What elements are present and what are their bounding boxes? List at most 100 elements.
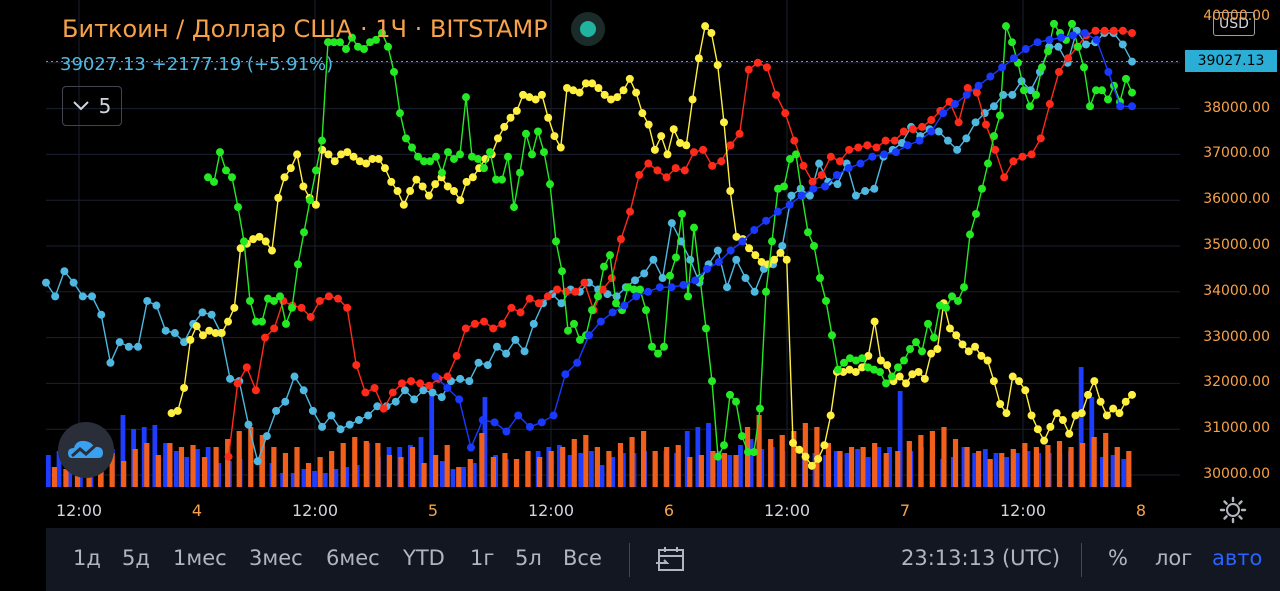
volume-bar [606,451,612,487]
data-point [233,379,242,388]
symbol-title[interactable]: Биткоин / Доллар США · 1Ч · BITSTAMP [62,15,548,43]
price-tick-label: 31000.00 [1203,420,1270,437]
data-point [244,420,253,429]
data-point [242,363,251,372]
auto-scale-toggle[interactable]: авто [1212,546,1263,570]
data-point [180,383,189,392]
range-button-6[interactable]: 1г [470,546,495,570]
data-point [690,223,698,232]
data-point [324,292,333,301]
data-point [557,299,566,308]
data-point [510,203,518,212]
data-point [958,340,967,349]
data-point [546,180,554,189]
range-button-5[interactable]: YTD [403,546,445,570]
volume-bar [1010,449,1016,487]
data-point [106,358,115,367]
data-point [1096,397,1105,406]
data-point [400,386,409,395]
data-point [960,283,968,292]
data-point [826,411,835,420]
range-button-7[interactable]: 5л [515,546,542,570]
data-point [1100,26,1109,35]
data-point [1118,26,1127,35]
data-point [927,349,936,358]
percent-scale-toggle[interactable]: % [1108,546,1128,570]
data-point [671,164,680,173]
data-point [713,61,722,70]
volume-bar [993,453,999,487]
volume-bar [727,455,733,487]
volume-bar [982,449,988,487]
data-point [543,292,552,301]
data-point [1090,377,1099,386]
indicators-toggle-button[interactable]: 5 [62,86,122,126]
data-point [280,173,289,182]
data-point [852,356,860,365]
data-point [198,308,207,317]
data-point [846,354,854,363]
data-point [1000,173,1009,182]
data-point [707,29,716,38]
data-point [962,90,971,99]
price-chart-canvas[interactable] [0,0,1280,528]
data-point [870,317,879,326]
data-point [781,109,790,118]
data-point [330,38,338,47]
data-point [186,335,195,344]
data-point [732,397,740,406]
data-point [1121,397,1130,406]
data-point [744,65,753,74]
data-point [456,196,465,205]
currency-badge[interactable]: USD [1213,12,1255,36]
range-button-3[interactable]: 3мес [249,546,303,570]
data-point [708,161,717,170]
range-button-1[interactable]: 5д [122,546,150,570]
range-button-4[interactable]: 6мес [326,546,380,570]
volume-bar [248,427,254,487]
volume-bar [280,473,286,487]
volume-bar [1110,455,1116,487]
data-point [354,416,363,425]
data-point [455,395,464,404]
range-button-8[interactable]: Все [563,546,602,570]
data-point [1109,26,1118,35]
data-point [1008,90,1017,99]
data-point [490,418,499,427]
tradingview-logo-icon[interactable] [58,422,114,478]
data-point [420,157,428,166]
data-point [732,255,741,264]
data-point [431,372,440,381]
data-point [861,187,870,196]
utc-clock[interactable]: 23:13:13 (UTC) [901,546,1061,570]
data-point [251,386,260,395]
data-point [354,42,362,51]
volume-bar [999,453,1005,487]
volume-bar [467,459,473,487]
range-button-0[interactable]: 1д [73,546,101,570]
data-point [282,319,290,328]
go-to-date-icon[interactable] [655,545,687,573]
data-point [903,141,912,150]
data-point [778,242,787,250]
volume-bar [195,449,200,487]
data-point [1128,57,1136,66]
data-point [1077,409,1086,418]
data-point [264,294,272,303]
chevron-down-icon [72,101,89,111]
data-point [318,136,326,145]
log-scale-toggle[interactable]: лог [1155,546,1193,570]
range-button-2[interactable]: 1мес [173,546,227,570]
data-point [972,88,981,97]
data-point [1045,35,1054,44]
data-point [528,150,536,159]
data-point [580,278,589,287]
data-point [537,90,546,99]
volume-bar [620,453,626,487]
data-point [380,164,389,173]
gear-icon[interactable] [1219,496,1247,524]
volume-bar [120,415,126,487]
data-point [478,416,487,425]
data-point [276,292,284,301]
data-point [261,333,270,342]
